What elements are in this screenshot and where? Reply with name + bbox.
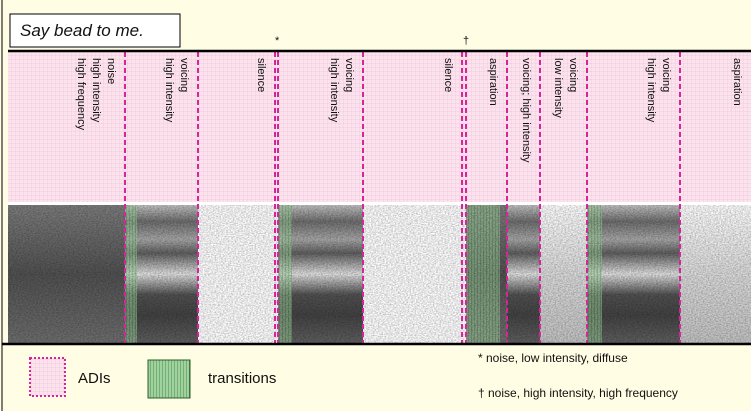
- legend-transition-swatch: [148, 360, 190, 398]
- adi-band: [8, 52, 751, 202]
- segment-label: high intensity: [328, 58, 340, 123]
- legend-transitions: transitions: [208, 370, 276, 387]
- segment-label: high intensity: [645, 58, 657, 123]
- legend-adi-swatch: [30, 358, 65, 396]
- segment-label: high intensity: [90, 58, 102, 123]
- segment-label: noise: [105, 58, 117, 84]
- segment-label: high frequency: [75, 58, 87, 131]
- segment-label: silence: [442, 58, 454, 92]
- segment-label: aspiration: [487, 58, 499, 106]
- legend-adis: ADIs: [78, 370, 111, 387]
- figure: noisehigh intensityhigh frequencyvoicing…: [0, 0, 751, 411]
- legend-note: † noise, high intensity, high frequency: [478, 386, 678, 400]
- segment-label: voicing: [660, 58, 672, 92]
- segment-label: voicing: [567, 58, 579, 92]
- legend-note: * noise, low intensity, diffuse: [478, 351, 628, 365]
- marker: *: [275, 35, 280, 47]
- segment-label: silence: [255, 58, 267, 92]
- segment-label: low intensity: [552, 58, 564, 118]
- segment-label: high intensity: [163, 58, 175, 123]
- segment-label: voicing: [178, 58, 190, 92]
- marker: †: [463, 35, 469, 47]
- title: Say bead to me.: [20, 21, 144, 40]
- segment-label: voicing: [343, 58, 355, 92]
- spectrogram-noise: [8, 205, 751, 343]
- segment-label: voicing; high intensity: [520, 58, 532, 163]
- segment-label: aspiration: [731, 58, 743, 106]
